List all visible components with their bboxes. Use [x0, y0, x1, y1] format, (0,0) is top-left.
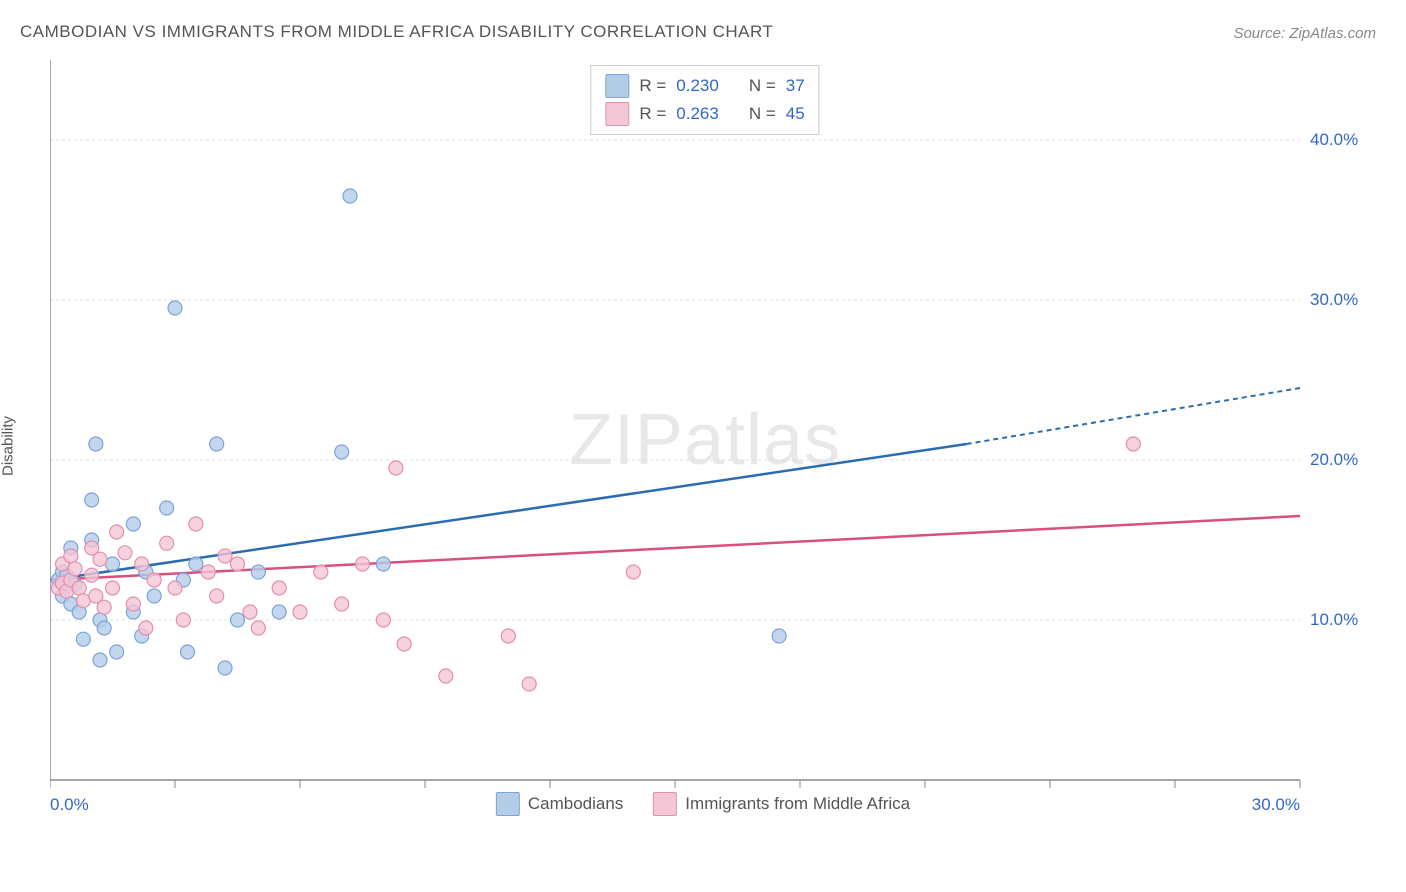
series-legend: Cambodians Immigrants from Middle Africa: [496, 792, 910, 816]
n-label: N =: [749, 76, 776, 96]
svg-text:0.0%: 0.0%: [50, 795, 89, 814]
r-value-1: 0.230: [676, 76, 719, 96]
correlation-legend: R = 0.230 N = 37 R = 0.263 N = 45: [590, 65, 819, 135]
svg-text:30.0%: 30.0%: [1252, 795, 1300, 814]
source-attribution: Source: ZipAtlas.com: [1233, 25, 1376, 42]
series-2-name: Immigrants from Middle Africa: [685, 794, 910, 814]
legend-item: Immigrants from Middle Africa: [653, 792, 910, 816]
legend-swatch-blue: [605, 74, 629, 98]
legend-row: R = 0.263 N = 45: [605, 100, 804, 128]
scatter-plot: 10.0% 20.0% 30.0% 40.0% 0.0% 30.0%: [50, 60, 1360, 820]
legend-item: Cambodians: [496, 792, 623, 816]
n-label: N =: [749, 104, 776, 124]
legend-swatch-pink: [605, 102, 629, 126]
y-axis-label: Disability: [0, 416, 17, 476]
n-value-1: 37: [786, 76, 805, 96]
svg-text:20.0%: 20.0%: [1310, 450, 1358, 469]
svg-text:10.0%: 10.0%: [1310, 610, 1358, 629]
svg-text:30.0%: 30.0%: [1310, 290, 1358, 309]
chart-title: CAMBODIAN VS IMMIGRANTS FROM MIDDLE AFRI…: [20, 22, 773, 42]
n-value-2: 45: [786, 104, 805, 124]
r-label: R =: [639, 104, 666, 124]
r-label: R =: [639, 76, 666, 96]
legend-swatch-pink: [653, 792, 677, 816]
legend-row: R = 0.230 N = 37: [605, 72, 804, 100]
svg-text:40.0%: 40.0%: [1310, 130, 1358, 149]
series-1-name: Cambodians: [528, 794, 623, 814]
r-value-2: 0.263: [676, 104, 719, 124]
legend-swatch-blue: [496, 792, 520, 816]
chart-container: ZIPatlas 10.0%20.0%30.0%40.0%0.0%30.0% R…: [50, 60, 1360, 820]
